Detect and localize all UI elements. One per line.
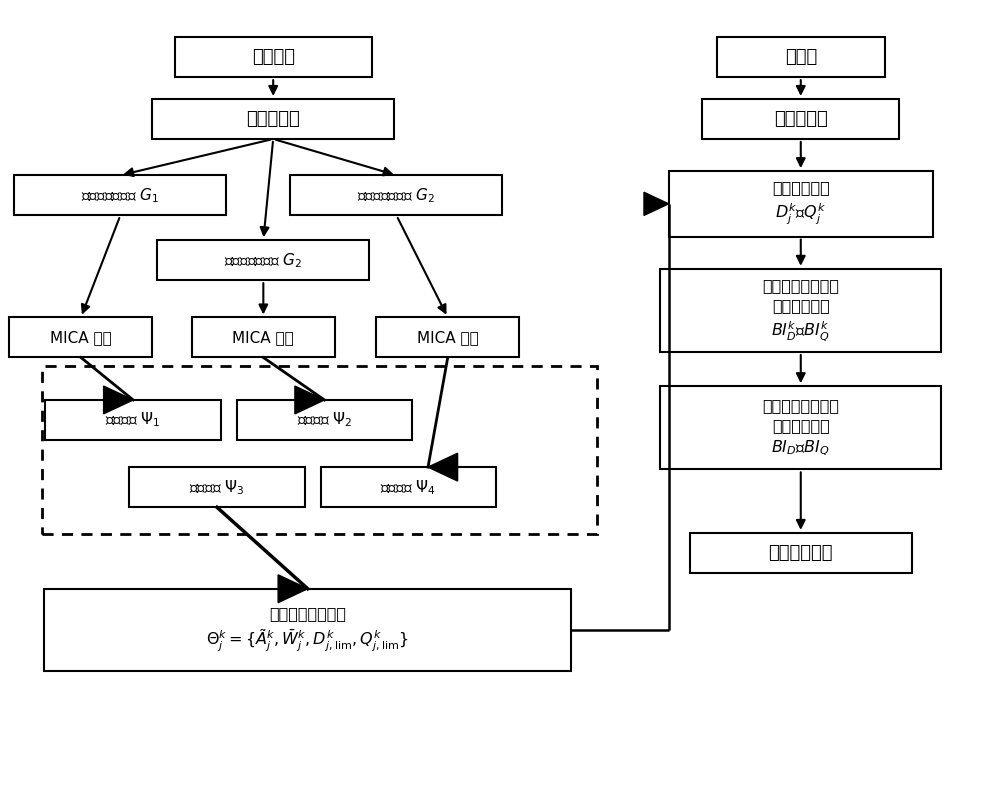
Text: 新数据: 新数据: [785, 48, 817, 66]
Text: MICA 模型: MICA 模型: [232, 330, 294, 345]
FancyBboxPatch shape: [660, 386, 941, 469]
FancyBboxPatch shape: [157, 240, 369, 281]
FancyBboxPatch shape: [152, 99, 394, 139]
FancyBboxPatch shape: [717, 37, 885, 77]
Text: 决策故障与否: 决策故障与否: [769, 544, 833, 562]
Text: 选择非二次函数 $G_2$: 选择非二次函数 $G_2$: [224, 251, 302, 270]
Text: 排序准则 $\Psi_2$: 排序准则 $\Psi_2$: [297, 410, 352, 429]
FancyBboxPatch shape: [237, 400, 412, 440]
Text: 故障检测模型参数
$\Theta_j^k=\{\tilde{A}_j^k,\bar{W}_j^k,D_{j,\mathrm{lim}}^k,Q_{j,\math: 故障检测模型参数 $\Theta_j^k=\{\tilde{A}_j^k,\ba…: [206, 606, 409, 654]
Text: 第一层贝叶斯概率
融合，得到：
$BI_D^k$和$BI_Q^k$: 第一层贝叶斯概率 融合，得到： $BI_D^k$和$BI_Q^k$: [762, 277, 839, 343]
FancyBboxPatch shape: [690, 533, 912, 573]
FancyBboxPatch shape: [376, 318, 519, 358]
Text: 标准化处理: 标准化处理: [246, 110, 300, 128]
Polygon shape: [295, 386, 324, 414]
FancyBboxPatch shape: [192, 318, 335, 358]
Polygon shape: [428, 454, 458, 481]
Text: 标准化处理: 标准化处理: [774, 110, 828, 128]
Text: 第一层贝叶斯概率
融合，得到：
$BI_D$和$BI_Q$: 第一层贝叶斯概率 融合，得到： $BI_D$和$BI_Q$: [762, 398, 839, 457]
Text: 选择非二次函数 $G_2$: 选择非二次函数 $G_2$: [357, 186, 436, 204]
FancyBboxPatch shape: [175, 37, 372, 77]
FancyBboxPatch shape: [321, 467, 496, 507]
Text: 排序准则 $\Psi_1$: 排序准则 $\Psi_1$: [105, 410, 161, 429]
FancyBboxPatch shape: [9, 318, 152, 358]
Text: 训练数据: 训练数据: [252, 48, 295, 66]
Text: MICA 模型: MICA 模型: [417, 330, 479, 345]
FancyBboxPatch shape: [290, 175, 502, 215]
FancyBboxPatch shape: [660, 269, 941, 352]
Text: 排序准则 $\Psi_4$: 排序准则 $\Psi_4$: [380, 478, 436, 497]
Text: 排序准则 $\Psi_3$: 排序准则 $\Psi_3$: [189, 478, 245, 497]
FancyBboxPatch shape: [14, 175, 226, 215]
Text: 选择非二次函数 $G_1$: 选择非二次函数 $G_1$: [81, 186, 159, 204]
Text: 计算统计量：
$D_j^k$与$Q_j^k$: 计算统计量： $D_j^k$与$Q_j^k$: [772, 181, 830, 227]
FancyBboxPatch shape: [669, 171, 933, 237]
FancyBboxPatch shape: [702, 99, 899, 139]
FancyBboxPatch shape: [44, 589, 571, 671]
FancyBboxPatch shape: [129, 467, 305, 507]
Polygon shape: [278, 575, 308, 603]
Polygon shape: [104, 386, 133, 414]
Text: MICA 模型: MICA 模型: [50, 330, 112, 345]
Polygon shape: [644, 193, 669, 215]
FancyBboxPatch shape: [45, 400, 221, 440]
